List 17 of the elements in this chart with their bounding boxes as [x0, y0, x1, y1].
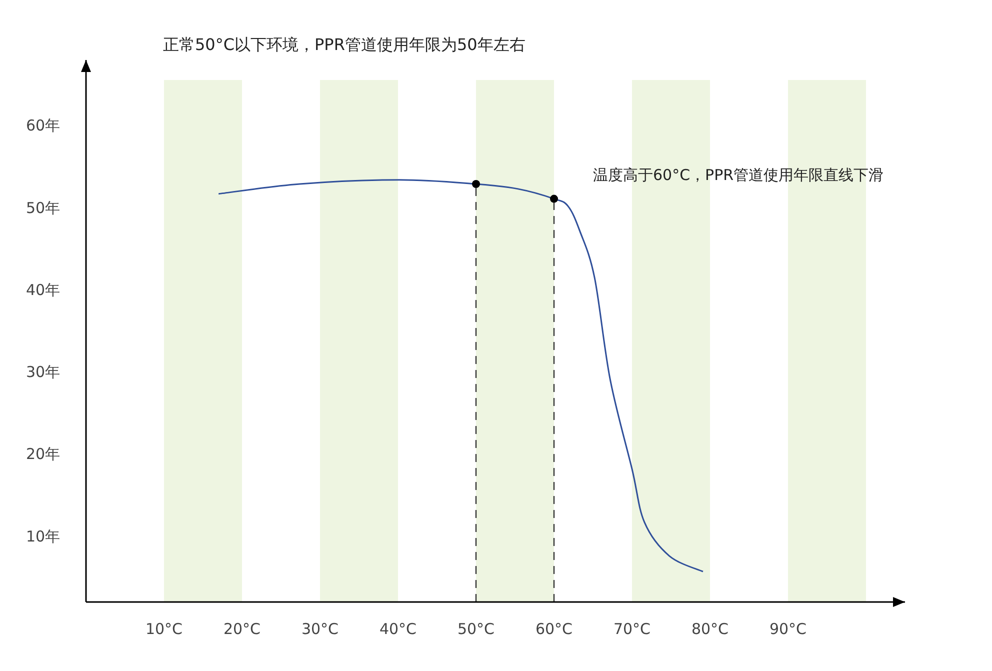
chart-title: 正常50°C以下环境，PPR管道使用年限为50年左右 [163, 35, 526, 54]
y-tick-label: 30年 [26, 363, 60, 382]
x-tick-label: 60°C [535, 620, 573, 638]
y-tick-label: 10年 [26, 527, 60, 546]
y-tick-label: 20年 [26, 445, 60, 464]
x-tick-label: 40°C [379, 620, 417, 638]
y-tick-label: 40年 [26, 280, 60, 299]
x-tick-label: 90°C [769, 620, 807, 638]
y-tick-label: 50年 [26, 198, 60, 217]
x-tick-label: 50°C [457, 620, 495, 638]
x-tick-label: 10°C [145, 620, 183, 638]
y-tick-label: 60年 [26, 116, 60, 135]
x-tick-label: 80°C [691, 620, 729, 638]
x-tick-label: 30°C [301, 620, 339, 638]
annotation: 温度高于60°C，PPR管道使用年限直线下滑 [593, 166, 884, 184]
x-tick-label: 20°C [223, 620, 261, 638]
x-tick-label: 70°C [613, 620, 651, 638]
